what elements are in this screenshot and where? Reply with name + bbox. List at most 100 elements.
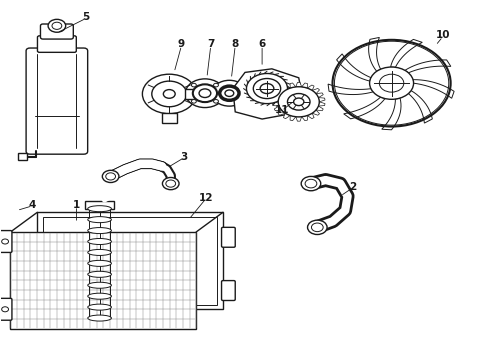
Circle shape (288, 94, 310, 110)
Text: 8: 8 (232, 39, 239, 49)
Ellipse shape (88, 206, 111, 212)
Bar (162, 113, 176, 123)
Circle shape (162, 177, 179, 190)
Circle shape (1, 239, 8, 244)
Polygon shape (274, 106, 281, 111)
Circle shape (379, 74, 404, 92)
Text: 12: 12 (198, 193, 213, 203)
Circle shape (193, 84, 217, 102)
Circle shape (192, 99, 196, 103)
Circle shape (163, 90, 175, 98)
Text: 5: 5 (83, 12, 90, 22)
Polygon shape (272, 102, 279, 106)
Polygon shape (302, 116, 307, 121)
Text: 1: 1 (73, 200, 80, 210)
Circle shape (152, 81, 187, 107)
FancyBboxPatch shape (26, 48, 88, 154)
Ellipse shape (88, 315, 111, 321)
Polygon shape (318, 102, 325, 106)
Ellipse shape (88, 304, 111, 310)
Polygon shape (274, 93, 281, 98)
Polygon shape (413, 80, 454, 98)
Polygon shape (316, 93, 323, 98)
Circle shape (185, 79, 224, 108)
Polygon shape (302, 83, 307, 88)
FancyBboxPatch shape (221, 227, 235, 247)
FancyBboxPatch shape (0, 230, 12, 252)
Polygon shape (312, 89, 319, 94)
FancyBboxPatch shape (41, 24, 74, 39)
Circle shape (214, 99, 219, 103)
Text: 9: 9 (178, 39, 185, 49)
FancyBboxPatch shape (37, 36, 76, 52)
Ellipse shape (88, 217, 111, 222)
Circle shape (260, 84, 274, 94)
Polygon shape (278, 89, 285, 94)
Ellipse shape (88, 293, 111, 299)
Circle shape (143, 74, 196, 114)
FancyBboxPatch shape (0, 298, 12, 320)
Ellipse shape (88, 228, 111, 234)
Circle shape (305, 179, 317, 188)
Circle shape (294, 98, 304, 105)
Polygon shape (318, 98, 325, 102)
Polygon shape (316, 106, 323, 111)
Circle shape (225, 90, 234, 96)
Circle shape (308, 220, 327, 234)
FancyBboxPatch shape (221, 280, 235, 301)
Text: 2: 2 (349, 182, 356, 192)
Circle shape (192, 83, 196, 87)
Circle shape (253, 78, 281, 99)
Circle shape (369, 67, 414, 99)
Polygon shape (37, 212, 223, 309)
Text: 3: 3 (180, 152, 188, 162)
Polygon shape (312, 110, 319, 115)
Polygon shape (307, 113, 314, 118)
Circle shape (52, 22, 62, 30)
Circle shape (102, 170, 119, 183)
Circle shape (312, 223, 323, 231)
Polygon shape (328, 84, 373, 95)
Text: 4: 4 (29, 200, 36, 210)
Ellipse shape (88, 271, 111, 277)
Polygon shape (368, 37, 381, 71)
Circle shape (214, 83, 219, 87)
Text: 6: 6 (259, 39, 266, 49)
Polygon shape (405, 60, 451, 73)
Polygon shape (233, 69, 302, 119)
Circle shape (278, 87, 319, 117)
Polygon shape (272, 98, 279, 102)
Ellipse shape (88, 238, 111, 244)
Ellipse shape (88, 260, 111, 266)
Polygon shape (296, 117, 302, 121)
Polygon shape (283, 85, 290, 90)
Ellipse shape (88, 282, 111, 288)
Polygon shape (337, 54, 371, 81)
Polygon shape (391, 39, 422, 67)
Bar (18, 153, 26, 160)
Polygon shape (296, 82, 302, 87)
Bar (85, 201, 114, 209)
Polygon shape (290, 83, 296, 88)
Polygon shape (10, 232, 196, 329)
Text: 10: 10 (436, 30, 450, 40)
Circle shape (301, 176, 321, 191)
Circle shape (106, 173, 116, 180)
Polygon shape (382, 98, 401, 130)
Circle shape (220, 86, 239, 100)
Circle shape (48, 19, 66, 32)
Polygon shape (307, 85, 314, 90)
Text: 7: 7 (207, 39, 215, 49)
Circle shape (166, 180, 175, 187)
Polygon shape (43, 217, 217, 305)
Ellipse shape (88, 249, 111, 256)
Circle shape (212, 80, 247, 106)
Polygon shape (343, 97, 385, 119)
Polygon shape (290, 116, 296, 121)
Polygon shape (278, 110, 285, 115)
Polygon shape (409, 91, 432, 123)
Circle shape (199, 89, 211, 98)
Circle shape (246, 73, 288, 104)
Bar (185, 89, 197, 99)
Circle shape (1, 307, 8, 312)
